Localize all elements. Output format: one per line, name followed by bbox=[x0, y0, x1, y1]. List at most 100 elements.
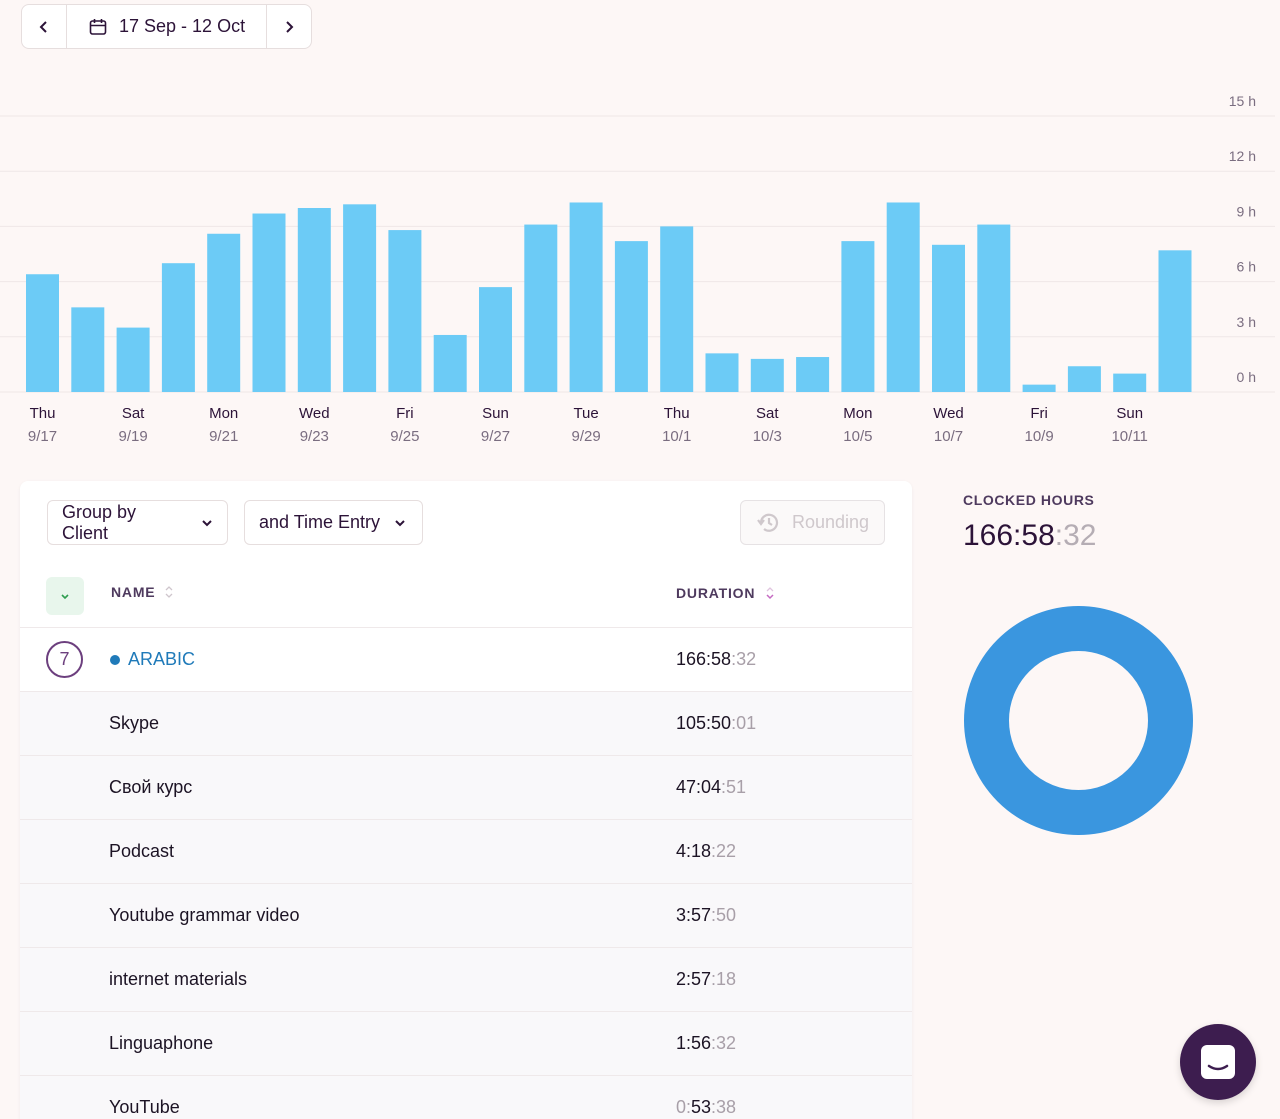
x-day-label: Wed bbox=[933, 405, 964, 422]
duration-seconds: :50 bbox=[711, 905, 737, 925]
x-date-label: 9/21 bbox=[209, 428, 238, 445]
next-period-button[interactable] bbox=[266, 5, 311, 48]
bar-9/25[interactable] bbox=[388, 230, 422, 392]
x-day-label: Sun bbox=[482, 405, 509, 422]
chevron-down-icon bbox=[61, 593, 69, 599]
bar-10/9[interactable] bbox=[1022, 384, 1056, 392]
date-range-display[interactable]: 17 Sep - 12 Oct bbox=[67, 5, 245, 48]
client-group-row[interactable]: 7 ARABIC 166:58:32 bbox=[20, 628, 912, 692]
entry-name[interactable]: Youtube grammar video bbox=[109, 905, 300, 925]
chevron-down-icon bbox=[202, 519, 212, 526]
duration-dim-prefix: 0: bbox=[676, 1097, 692, 1117]
duration-seconds: :01 bbox=[731, 713, 757, 733]
entry-duration: 47:04:51 bbox=[676, 777, 746, 798]
x-day-label: Mon bbox=[843, 405, 872, 422]
bar-10/10[interactable] bbox=[1067, 366, 1101, 392]
donut-segment-arabic[interactable] bbox=[964, 606, 1193, 835]
x-day-label: Sun bbox=[1116, 405, 1143, 422]
entry-name[interactable]: Linguaphone bbox=[109, 1033, 214, 1053]
name-column-header[interactable]: NAME bbox=[111, 584, 173, 600]
y-tick-label: 9 h bbox=[1237, 203, 1256, 219]
bar-9/20[interactable] bbox=[161, 263, 195, 392]
previous-period-button[interactable] bbox=[22, 5, 67, 48]
entry-count-badge[interactable]: 7 bbox=[46, 641, 83, 678]
x-date-label: 10/7 bbox=[934, 428, 963, 445]
bar-9/24[interactable] bbox=[343, 204, 377, 392]
client-name-link[interactable]: ARABIC bbox=[110, 649, 195, 670]
date-range-label: 17 Sep - 12 Oct bbox=[119, 16, 246, 36]
report-toolbar: Group by Client and Time Entry Rounding bbox=[20, 481, 912, 577]
bar-10/3[interactable] bbox=[750, 358, 784, 392]
bar-9/23[interactable] bbox=[297, 208, 331, 392]
support-chat-button[interactable] bbox=[1180, 1024, 1256, 1100]
bar-10/6[interactable] bbox=[886, 202, 920, 392]
x-day-label: Fri bbox=[396, 405, 414, 422]
x-date-label: 9/29 bbox=[571, 428, 600, 445]
time-entry-row[interactable]: Youtube grammar video 3:57:50 bbox=[20, 884, 912, 948]
sort-icon bbox=[165, 586, 173, 598]
duration-column-label: DURATION bbox=[676, 585, 756, 601]
duration-column-header[interactable]: DURATION bbox=[676, 585, 775, 601]
bar-9/27[interactable] bbox=[479, 287, 512, 392]
bar-9/29[interactable] bbox=[569, 202, 603, 392]
chevron-left-icon bbox=[39, 20, 47, 33]
bar-10/7[interactable] bbox=[932, 244, 965, 392]
x-date-label: 10/11 bbox=[1111, 428, 1147, 445]
bar-9/30[interactable] bbox=[614, 241, 648, 392]
time-entry-row[interactable]: Linguaphone 1:56:32 bbox=[20, 1012, 912, 1076]
bar-10/12[interactable] bbox=[1158, 250, 1192, 392]
then-by-select[interactable]: and Time Entry bbox=[244, 500, 423, 545]
history-icon bbox=[757, 513, 779, 532]
bar-10/8[interactable] bbox=[977, 224, 1011, 392]
x-day-label: Sat bbox=[756, 405, 779, 422]
entry-duration: 2:57:18 bbox=[676, 969, 736, 990]
x-date-label: 9/27 bbox=[481, 428, 510, 445]
time-entry-row[interactable]: internet materials 2:57:18 bbox=[20, 948, 912, 1012]
expand-all-button[interactable] bbox=[46, 577, 84, 615]
clocked-hours-seconds: :32 bbox=[1054, 519, 1097, 552]
bar-9/18[interactable] bbox=[71, 307, 105, 392]
time-entry-row[interactable]: Podcast 4:18:22 bbox=[20, 820, 912, 884]
entry-name[interactable]: Podcast bbox=[109, 841, 175, 861]
report-table-card: Group by Client and Time Entry Rounding … bbox=[20, 481, 912, 1119]
client-share-donut bbox=[964, 606, 1193, 835]
bar-9/28[interactable] bbox=[524, 224, 558, 392]
duration-main: 1:56 bbox=[676, 1033, 712, 1053]
time-entry-row[interactable]: Skype 105:50:01 bbox=[20, 692, 912, 756]
entry-duration: 105:50:01 bbox=[676, 713, 756, 734]
group-by-label: Group by Client bbox=[62, 501, 137, 543]
duration-seconds: :18 bbox=[711, 969, 737, 989]
bar-10/1[interactable] bbox=[660, 226, 694, 392]
bar-9/19[interactable] bbox=[116, 327, 150, 392]
bar-10/2[interactable] bbox=[705, 353, 739, 392]
bar-9/21[interactable] bbox=[207, 233, 241, 392]
bar-10/11[interactable] bbox=[1113, 373, 1147, 392]
y-tick-label: 3 h bbox=[1237, 314, 1256, 330]
x-date-label: 9/17 bbox=[28, 428, 57, 445]
group-by-select[interactable]: Group by Client bbox=[47, 500, 228, 545]
x-date-label: 9/25 bbox=[390, 428, 419, 445]
rounding-button[interactable]: Rounding bbox=[740, 500, 885, 545]
duration-main: 4:18 bbox=[676, 841, 712, 861]
y-tick-label: 12 h bbox=[1229, 148, 1256, 164]
duration-main: 166:58 bbox=[676, 649, 732, 669]
duration-main: 53 bbox=[691, 1097, 712, 1117]
bar-9/26[interactable] bbox=[433, 334, 467, 392]
time-entry-row[interactable]: YouTube 0:53:38 bbox=[20, 1076, 912, 1119]
x-date-label: 10/5 bbox=[843, 428, 872, 445]
entry-name[interactable]: Свой курс bbox=[109, 777, 193, 797]
time-entry-row[interactable]: Свой курс 47:04:51 bbox=[20, 756, 912, 820]
bar-10/5[interactable] bbox=[841, 241, 875, 392]
duration-main: 47:04 bbox=[676, 777, 722, 797]
entry-name[interactable]: Skype bbox=[109, 713, 160, 733]
rounding-label: Rounding bbox=[791, 512, 870, 532]
bar-9/22[interactable] bbox=[252, 213, 286, 392]
x-date-label: 9/19 bbox=[118, 428, 147, 445]
bar-10/4[interactable] bbox=[796, 357, 830, 392]
x-date-label: 9/23 bbox=[300, 428, 329, 445]
bar-9/17[interactable] bbox=[26, 274, 59, 392]
x-date-label: 10/3 bbox=[753, 428, 782, 445]
entry-name[interactable]: internet materials bbox=[109, 969, 248, 989]
entry-name[interactable]: YouTube bbox=[109, 1097, 180, 1117]
x-day-label: Sat bbox=[122, 405, 145, 422]
